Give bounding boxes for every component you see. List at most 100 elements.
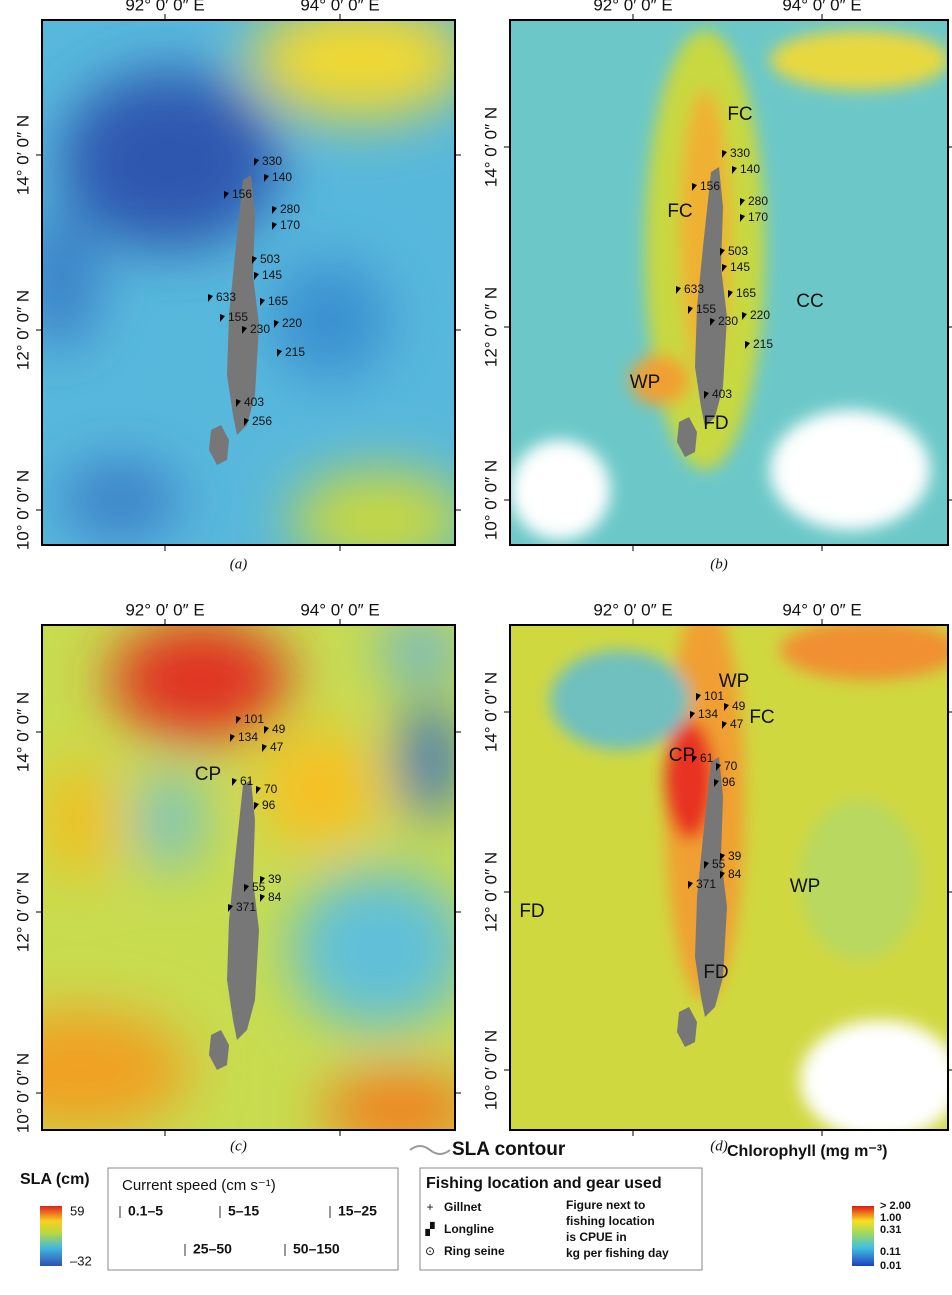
current-class: 15–25 <box>338 1203 377 1219</box>
panel-label: (d) <box>710 1138 728 1154</box>
cpue-label: 503 <box>728 244 748 258</box>
chl-label: 0.11 <box>880 1246 901 1258</box>
latitude-label: 10° 0′ 0″ N <box>481 460 500 540</box>
longline-marker <box>722 150 727 158</box>
sla-title: SLA (cm) <box>20 1171 90 1188</box>
longline-marker <box>692 755 697 763</box>
gear-label: Longline <box>444 1222 494 1236</box>
cpue-label: 633 <box>684 282 704 296</box>
cpue-label: 215 <box>753 337 773 351</box>
cpue-label: 633 <box>216 290 236 304</box>
longline-marker <box>745 341 750 349</box>
longline-marker <box>720 853 725 861</box>
longline-marker <box>272 206 277 214</box>
cpue-label: 155 <box>696 302 716 316</box>
longline-marker <box>676 286 681 294</box>
panel-label: (a) <box>230 556 248 572</box>
cpue-label: 61 <box>240 774 254 788</box>
feature-label: CC <box>796 291 823 312</box>
feature-label: CP <box>195 764 221 785</box>
latitude-label: 12° 0′ 0″ N <box>13 872 32 952</box>
cpue-label: 371 <box>696 877 716 891</box>
longline-marker <box>688 306 693 314</box>
feature-label: FC <box>749 707 774 728</box>
chl-label: 0.01 <box>880 1260 901 1272</box>
latitude-label: 14° 0′ 0″ N <box>481 107 500 187</box>
latitude-label: 12° 0′ 0″ N <box>481 852 500 932</box>
longitude-label: 92° 0′ 0″ E <box>125 0 204 14</box>
cpue-label: 230 <box>718 314 738 328</box>
legend-box <box>107 1167 399 1271</box>
cpue-label: 140 <box>272 170 292 184</box>
longline-marker <box>228 904 233 912</box>
longline-marker <box>208 294 213 302</box>
chl-label: > 2.00 <box>880 1200 911 1212</box>
current-class: 5–15 <box>228 1203 259 1219</box>
longline-marker <box>696 693 701 701</box>
chlorophyll-map <box>510 625 948 1130</box>
map-frame <box>41 19 456 546</box>
longline-marker <box>720 871 725 879</box>
cpue-label: 84 <box>268 890 282 904</box>
cpue-label: 47 <box>270 740 284 754</box>
longline-marker <box>230 734 235 742</box>
cpue-label: 220 <box>282 316 302 330</box>
latitude-label: 10° 0′ 0″ N <box>13 470 32 550</box>
feature-label: WP <box>719 671 750 692</box>
cpue-label: 70 <box>724 759 738 773</box>
longitude-label: 94° 0′ 0″ E <box>300 0 379 14</box>
longline-marker <box>277 349 282 357</box>
sla-map <box>42 625 455 1130</box>
longline-marker <box>220 314 225 322</box>
longline-marker <box>740 214 745 222</box>
cpue-label: 403 <box>712 387 732 401</box>
longline-marker <box>252 256 257 264</box>
cpue-label: 330 <box>262 154 282 168</box>
cpue-label: 61 <box>700 751 714 765</box>
sla-max: 59 <box>70 1203 84 1218</box>
gear-icon: ▞ <box>424 1221 435 1236</box>
feature-label: FD <box>703 962 728 983</box>
latitude-label: 14° 0′ 0″ N <box>13 692 32 772</box>
legend-box <box>419 1167 703 1271</box>
longline-marker <box>692 183 697 191</box>
gear-icon: + <box>426 1200 433 1214</box>
cpue-label: 55 <box>712 857 726 871</box>
panel-label: (c) <box>230 1138 247 1154</box>
longline-marker <box>274 320 279 328</box>
longline-marker <box>224 191 229 199</box>
current-class: 25–50 <box>193 1241 232 1257</box>
cpue-label: 256 <box>252 414 272 428</box>
longline-marker <box>740 198 745 206</box>
latitude-label: 10° 0′ 0″ N <box>13 1053 32 1133</box>
longline-marker <box>236 399 241 407</box>
longline-marker <box>722 264 727 272</box>
feature-label: WP <box>630 372 661 393</box>
longline-marker <box>732 166 737 174</box>
longline-marker <box>264 726 269 734</box>
longline-marker <box>264 174 269 182</box>
cpue-label: 170 <box>748 210 768 224</box>
island <box>209 175 259 465</box>
longitude-label: 94° 0′ 0″ E <box>782 600 861 619</box>
cpue-label: 39 <box>268 872 282 886</box>
feature-label: CP <box>669 745 695 766</box>
cpue-label: 96 <box>722 775 736 789</box>
longline-marker <box>716 763 721 771</box>
cpue-label: 39 <box>728 849 742 863</box>
longline-marker <box>242 326 247 334</box>
cpue-label: 220 <box>750 308 770 322</box>
longline-marker <box>244 418 249 426</box>
cpue-note: kg per fishing day <box>566 1246 669 1260</box>
longline-marker <box>272 222 277 230</box>
longline-marker <box>728 290 733 298</box>
longline-marker <box>256 786 261 794</box>
cpue-label: 134 <box>698 707 718 721</box>
cpue-label: 230 <box>250 322 270 336</box>
longline-marker <box>262 744 267 752</box>
longitude-label: 94° 0′ 0″ E <box>300 600 379 619</box>
cpue-label: 134 <box>238 730 258 744</box>
feature-label: FC <box>667 201 692 222</box>
latitude-label: 12° 0′ 0″ N <box>481 287 500 367</box>
chl-title: Chlorophyll (mg m⁻³) <box>727 1143 887 1160</box>
